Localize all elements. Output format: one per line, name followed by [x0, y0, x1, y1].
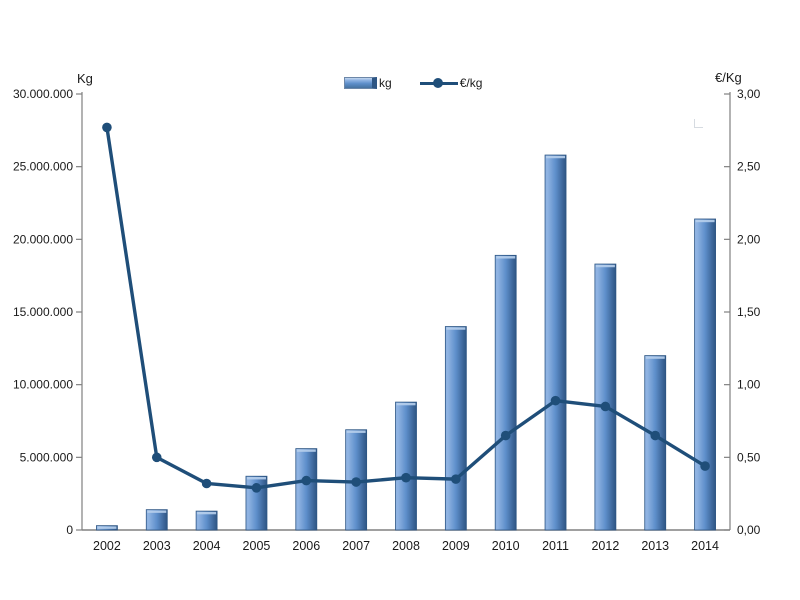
y-axis-left-tick-label: 30.000.000: [13, 87, 73, 101]
bar-top-highlight: [246, 477, 266, 480]
price-point-2006: [301, 475, 312, 486]
y-axis-left-tick-label: 20.000.000: [13, 232, 73, 246]
legend-bar-swatch-icon: [344, 77, 377, 89]
y-axis-right-tick-label: 2,50: [737, 160, 761, 174]
x-tick-label-2002: 2002: [93, 539, 121, 553]
bar-2013: [644, 355, 667, 531]
y-axis-right-tick-label: 1,00: [737, 378, 761, 392]
legend-line-marker-icon: [432, 78, 443, 88]
bar-top-highlight: [446, 327, 466, 330]
bar-2014: [694, 218, 716, 531]
price-point-2014: [700, 461, 710, 471]
price-point-2002: [102, 122, 112, 133]
price-point-2008: [401, 472, 411, 483]
x-tick-label-2012: 2012: [591, 539, 619, 553]
x-tick-label-2005: 2005: [243, 539, 271, 553]
right-axis-title: €/Kg: [715, 70, 742, 85]
price-point-2007: [351, 477, 361, 487]
bar-top-highlight: [346, 430, 366, 433]
legend-line-icon: [419, 78, 458, 88]
bar-2008: [395, 401, 417, 531]
price-point-2005: [251, 483, 262, 493]
x-tick-label-2014: 2014: [691, 539, 719, 553]
legend-label-eur-per-kg: €/kg: [459, 76, 483, 90]
bar-2009: [444, 326, 467, 531]
bar-top-highlight: [296, 449, 316, 452]
y-axis-right-tick-label: 1,50: [737, 305, 761, 319]
x-tick-label-2004: 2004: [193, 539, 221, 553]
x-tick-label-2003: 2003: [143, 539, 171, 553]
y-axis-left-tick-label: 0: [66, 523, 73, 537]
bar-2003: [145, 509, 168, 531]
x-tick-label-2006: 2006: [292, 539, 320, 553]
y-axis-right-tick-label: 0,00: [737, 523, 761, 537]
y-axis-left-tick-label: 15.000.000: [13, 305, 73, 319]
bar-2006: [295, 448, 318, 531]
price-point-2009: [451, 474, 461, 484]
legend: kg €/kg: [344, 75, 482, 91]
price-point-2003: [151, 452, 162, 463]
y-axis-right-tick-label: 3,00: [737, 87, 761, 101]
x-tick-label-2011: 2011: [542, 539, 569, 553]
bar-2004: [195, 510, 218, 531]
bar-top-highlight: [197, 511, 217, 515]
bar-2011: [544, 154, 567, 531]
bar-top-highlight: [546, 155, 566, 159]
bar-top-highlight: [645, 356, 665, 359]
x-tick-label-2008: 2008: [392, 539, 420, 553]
bar-top-highlight: [595, 264, 615, 268]
bar-top-highlight: [396, 402, 416, 406]
y-axis-right-tick-label: 2,00: [737, 232, 761, 246]
x-tick-label-2007: 2007: [342, 539, 370, 553]
bar-top-highlight: [147, 510, 167, 513]
left-axis-title: Kg: [77, 71, 93, 86]
stray-corner-mark: [694, 119, 703, 128]
bar-2005: [245, 475, 268, 531]
legend-label-kg: kg: [379, 76, 392, 90]
price-point-2013: [650, 430, 661, 441]
bar-2010: [494, 254, 517, 531]
y-axis-right-tick-label: 0,50: [737, 450, 761, 464]
bar-2012: [594, 263, 617, 531]
price-point-2012: [600, 401, 611, 412]
bar-top-highlight: [97, 526, 117, 529]
x-tick-label-2010: 2010: [492, 539, 520, 553]
price-point-2010: [500, 430, 511, 441]
price-point-2004: [201, 478, 212, 489]
price-point-2011: [550, 395, 561, 406]
x-tick-label-2009: 2009: [442, 539, 470, 553]
y-axis-left-tick-label: 5.000.000: [20, 450, 74, 464]
y-axis-left-tick-label: 25.000.000: [13, 160, 73, 174]
y-axis-left-tick-label: 10.000.000: [13, 378, 73, 392]
bar-top-highlight: [496, 256, 516, 259]
x-tick-label-2013: 2013: [641, 539, 669, 553]
bar-top-highlight: [695, 219, 715, 223]
